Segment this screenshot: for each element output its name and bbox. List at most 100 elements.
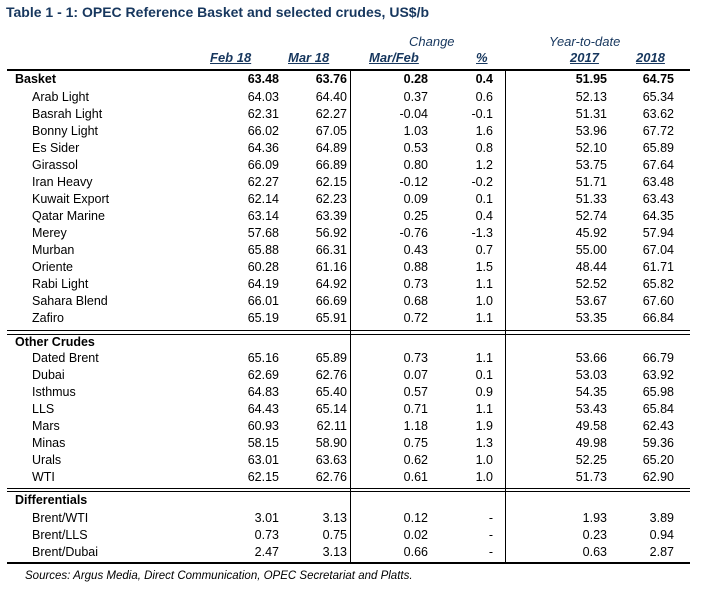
row-label: Brent/Dubai <box>32 545 99 559</box>
table-row: Dated Brent 65.16 65.89 0.73 1.1 53.66 66.79 <box>7 350 690 367</box>
cell-feb-18: 64.83 <box>247 385 279 399</box>
cell-change-percent: 1.0 <box>475 470 493 484</box>
cell-change-mar-feb: 0.68 <box>403 294 428 308</box>
row-label: Es Sider <box>32 141 80 155</box>
cell-feb-18: 65.88 <box>247 243 279 257</box>
cell-mar-18: 56.92 <box>315 226 347 240</box>
cell-feb-18: 62.15 <box>247 470 279 484</box>
cell-ytd-2017: 53.67 <box>575 294 607 308</box>
cell-feb-18: 62.27 <box>247 175 279 189</box>
cell-ytd-2017: 51.71 <box>575 175 607 189</box>
cell-ytd-2017: 51.73 <box>575 470 607 484</box>
cell-mar-18: 65.91 <box>315 311 347 325</box>
cell-mar-18: 62.23 <box>315 192 347 206</box>
cell-mar-18: 65.14 <box>315 402 347 416</box>
cell-ytd-2018: 64.75 <box>642 72 674 86</box>
cell-ytd-2017: 52.13 <box>575 90 607 104</box>
cell-change-percent: 0.4 <box>475 209 493 223</box>
cell-feb-18: 64.36 <box>247 141 279 155</box>
rule-other-top <box>7 330 690 331</box>
row-label: Brent/WTI <box>32 511 89 525</box>
cell-change-mar-feb: 0.73 <box>403 351 428 365</box>
cell-ytd-2018: 59.36 <box>642 436 674 450</box>
cell-feb-18: 65.19 <box>247 311 279 325</box>
cell-change-mar-feb: 0.88 <box>403 260 428 274</box>
rule-bottom <box>7 562 690 564</box>
table-row: Iran Heavy 62.27 62.15 -0.12 -0.2 51.71 63.48 <box>7 174 690 191</box>
rule-other-top-2 <box>7 334 690 335</box>
cell-mar-18: 67.05 <box>315 124 347 138</box>
cell-change-percent: -1.3 <box>471 226 493 240</box>
cell-feb-18: 57.68 <box>247 226 279 240</box>
cell-change-mar-feb: 0.72 <box>403 311 428 325</box>
table-row: Brent/LLS 0.73 0.75 0.02 - 0.23 0.94 <box>7 527 690 544</box>
cell-ytd-2018: 67.60 <box>642 294 674 308</box>
cell-feb-18: 64.03 <box>247 90 279 104</box>
table-row: Dubai 62.69 62.76 0.07 0.1 53.03 63.92 <box>7 367 690 384</box>
cell-change-percent: 1.1 <box>475 351 493 365</box>
cell-feb-18: 2.47 <box>254 545 279 559</box>
cell-change-percent: 1.1 <box>475 402 493 416</box>
cell-change-mar-feb: 0.66 <box>403 545 428 559</box>
cell-mar-18: 66.69 <box>315 294 347 308</box>
cell-change-mar-feb: 1.03 <box>403 124 428 138</box>
cell-change-percent: 0.4 <box>475 72 493 86</box>
header-change: Change <box>409 34 455 49</box>
cell-ytd-2017: 53.96 <box>575 124 607 138</box>
cell-mar-18: 3.13 <box>322 511 347 525</box>
cell-feb-18: 58.15 <box>247 436 279 450</box>
cell-ytd-2018: 64.35 <box>642 209 674 223</box>
cell-change-mar-feb: -0.76 <box>399 226 429 240</box>
cell-ytd-2018: 63.43 <box>642 192 674 206</box>
cell-ytd-2017: 54.35 <box>575 385 607 399</box>
cell-feb-18: 63.01 <box>247 453 279 467</box>
cell-change-percent: 1.0 <box>475 294 493 308</box>
cell-ytd-2018: 67.72 <box>642 124 674 138</box>
row-label: WTI <box>32 470 55 484</box>
cell-change-mar-feb: 0.62 <box>403 453 428 467</box>
cell-ytd-2017: 0.23 <box>582 528 607 542</box>
cell-ytd-2017: 0.63 <box>582 545 607 559</box>
cell-ytd-2018: 66.84 <box>642 311 674 325</box>
rule-top <box>7 69 690 71</box>
table-row: Zafiro 65.19 65.91 0.72 1.1 53.35 66.84 <box>7 310 690 327</box>
row-label: Bonny Light <box>32 124 99 138</box>
cell-ytd-2018: 66.79 <box>642 351 674 365</box>
cell-ytd-2017: 53.43 <box>575 402 607 416</box>
cell-mar-18: 0.75 <box>322 528 347 542</box>
cell-mar-18: 63.63 <box>315 453 347 467</box>
section-title-differentials: Differentials <box>15 493 88 507</box>
row-label: Oriente <box>32 260 73 274</box>
cell-change-mar-feb: 0.80 <box>403 158 428 172</box>
cell-change-percent: 1.2 <box>475 158 493 172</box>
cell-mar-18: 62.76 <box>315 368 347 382</box>
cell-feb-18: 3.01 <box>254 511 279 525</box>
row-label: Arab Light <box>32 90 89 104</box>
cell-feb-18: 66.09 <box>247 158 279 172</box>
cell-change-mar-feb: 0.07 <box>403 368 428 382</box>
header-year-to-date: Year-to-date <box>549 34 621 49</box>
row-label: Sahara Blend <box>32 294 108 308</box>
table-row: Basrah Light 62.31 62.27 -0.04 -0.1 51.31 63.6… <box>7 106 690 123</box>
cell-ytd-2017: 49.58 <box>575 419 607 433</box>
cell-ytd-2018: 62.90 <box>642 470 674 484</box>
row-label: Basket <box>15 72 56 86</box>
cell-change-percent: 0.8 <box>475 141 493 155</box>
cell-mar-18: 3.13 <box>322 545 347 559</box>
cell-mar-18: 58.90 <box>315 436 347 450</box>
cell-mar-18: 66.89 <box>315 158 347 172</box>
cell-mar-18: 64.89 <box>315 141 347 155</box>
rule-diff-top-2 <box>7 491 690 492</box>
cell-ytd-2018: 62.43 <box>642 419 674 433</box>
cell-mar-18: 63.39 <box>315 209 347 223</box>
cell-ytd-2018: 63.62 <box>642 107 674 121</box>
cell-change-mar-feb: -0.12 <box>399 175 429 189</box>
cell-feb-18: 60.28 <box>247 260 279 274</box>
cell-change-percent: -0.2 <box>471 175 493 189</box>
cell-ytd-2017: 48.44 <box>575 260 607 274</box>
cell-change-percent: 0.9 <box>475 385 493 399</box>
cell-change-mar-feb: 0.37 <box>403 90 428 104</box>
table-row: Urals 63.01 63.63 0.62 1.0 52.25 65.20 <box>7 452 690 469</box>
row-label: Merey <box>32 226 67 240</box>
cell-change-percent: 1.9 <box>475 419 493 433</box>
